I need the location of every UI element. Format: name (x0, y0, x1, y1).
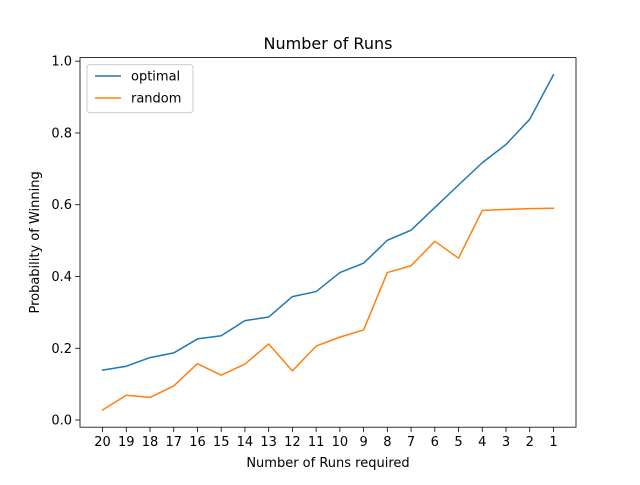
legend-label-random: random (131, 92, 181, 107)
y-axis-label: Probability of Winning (28, 171, 43, 313)
y-tick-label: 1.0 (51, 55, 72, 70)
x-tick-label: 1 (549, 435, 557, 450)
x-tick-label: 17 (165, 435, 182, 450)
x-tick-label: 13 (260, 435, 277, 450)
series-line-optimal (101, 73, 555, 372)
x-tick-label: 15 (213, 435, 230, 450)
x-tick-label: 7 (407, 435, 415, 450)
y-tick-label: 0.2 (51, 342, 72, 357)
x-tick-label: 8 (383, 435, 391, 450)
series-lines (101, 73, 555, 412)
x-tick-label: 5 (454, 435, 462, 450)
x-tick-label: 3 (502, 435, 510, 450)
x-tick-label: 19 (118, 435, 135, 450)
y-tick-label: 0.4 (51, 270, 72, 285)
legend: optimal random (86, 64, 194, 114)
plot-frame (79, 57, 577, 428)
x-tick-label: 18 (142, 435, 159, 450)
x-tick-label: 14 (237, 435, 254, 450)
y-axis-ticks: 0.0 0.2 0.4 0.6 0.8 1.0 (51, 55, 80, 429)
series-line-random (101, 207, 555, 412)
x-tick-label: 12 (284, 435, 301, 450)
x-tick-label: 20 (94, 435, 111, 450)
x-tick-label: 10 (332, 435, 349, 450)
x-axis-ticks: 20 19 18 17 16 15 14 13 12 11 10 9 8 7 6 5 4 3 2 1 (94, 427, 558, 450)
x-axis-label: Number of Runs required (246, 456, 409, 471)
legend-label-optimal: optimal (131, 70, 180, 85)
y-tick-label: 0.0 (51, 414, 72, 429)
x-tick-label: 16 (189, 435, 206, 450)
x-tick-label: 2 (526, 435, 534, 450)
x-tick-label: 11 (308, 435, 325, 450)
y-tick-label: 0.8 (51, 126, 72, 141)
x-tick-label: 6 (431, 435, 439, 450)
x-tick-label: 4 (478, 435, 486, 450)
chart-title: Number of Runs (264, 34, 393, 53)
y-tick-label: 0.6 (51, 198, 72, 213)
x-tick-label: 9 (359, 435, 367, 450)
